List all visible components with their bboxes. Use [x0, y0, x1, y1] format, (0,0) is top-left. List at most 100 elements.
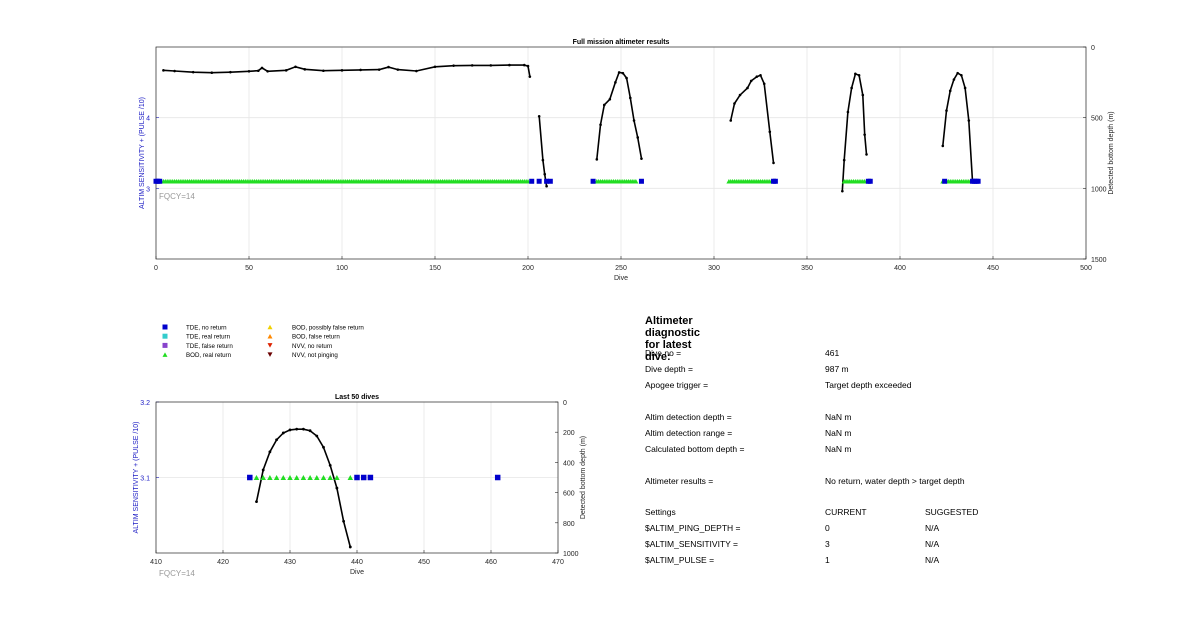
depth-point	[433, 65, 437, 69]
x-tick-label: 450	[418, 559, 430, 566]
y-tick-label: 3.1	[140, 476, 150, 483]
setting-suggested-sensitivity: N/A	[925, 539, 940, 549]
settings-header-suggested: SUGGESTED	[925, 507, 979, 517]
legend-label: BOD, possibly false return	[292, 324, 364, 331]
series-3	[729, 73, 775, 165]
depth-point	[315, 434, 319, 438]
setting-current-sensitivity: 3	[825, 539, 830, 549]
legend-marker	[162, 333, 168, 339]
depth-point	[255, 500, 258, 504]
x-tick-label: 150	[429, 265, 441, 272]
x-tick-label: 0	[154, 265, 158, 272]
series-2	[595, 71, 643, 161]
depth-point	[599, 123, 602, 127]
x-tick-label: 200	[522, 265, 534, 272]
diag-value-detection-depth: NaN m	[825, 412, 852, 422]
depth-point	[229, 70, 232, 74]
diagnostic-title: Altimeter diagnostic for latest dive:	[645, 315, 701, 363]
tde-no-return-marker	[360, 474, 367, 481]
depth-point	[772, 161, 775, 165]
depth-point	[629, 96, 632, 100]
tde-no-return-marker	[638, 178, 644, 184]
depth-point	[738, 93, 742, 97]
depth-point	[260, 66, 264, 70]
y-axis-label: ALTIM SENSITIVITY + (PULSE /10)	[139, 97, 146, 209]
depth-point	[322, 445, 325, 449]
depth-point	[302, 427, 305, 431]
depth-point	[865, 153, 868, 156]
depth-point	[729, 119, 733, 122]
diag-value-bottom-depth: NaN m	[825, 444, 852, 454]
depth-point	[967, 119, 971, 122]
series-1	[253, 475, 354, 480]
bod-real-return-marker	[293, 475, 300, 480]
depth-point	[415, 69, 418, 73]
fqcy-annotation: FQCY=14	[159, 192, 195, 201]
depth-point	[733, 102, 736, 105]
depth-point	[541, 158, 545, 162]
depth-point	[749, 79, 753, 83]
legend-label: NVV, not pinging	[292, 352, 338, 359]
tde-no-return-marker	[529, 178, 535, 184]
x-tick-label: 410	[150, 559, 162, 566]
depth-point	[854, 72, 857, 76]
legend-label: BOD, false return	[292, 334, 340, 341]
depth-point	[846, 110, 850, 114]
x-tick-label: 470	[552, 559, 564, 566]
depth-point	[387, 65, 390, 69]
y2-tick-label: 1000	[563, 551, 579, 558]
x-tick-label: 460	[485, 559, 497, 566]
depth-point	[595, 158, 599, 161]
fqcy-annotation: FQCY=14	[159, 569, 195, 578]
legend-marker	[267, 352, 273, 357]
depth-point	[335, 486, 339, 490]
depth-point	[266, 70, 269, 73]
y-tick-label: 4	[146, 116, 150, 123]
depth-point	[543, 172, 547, 176]
settings-header-current: CURRENT	[825, 507, 867, 517]
depth-point	[522, 63, 526, 67]
depth-point	[960, 73, 963, 77]
bod-real-return-marker	[280, 475, 287, 480]
depth-point	[608, 97, 612, 101]
x-axis-label: Dive	[614, 275, 628, 282]
setting-suggested-ping-depth: N/A	[925, 523, 940, 533]
depth-point	[526, 64, 530, 68]
depth-point	[617, 71, 621, 74]
depth-point	[191, 70, 195, 74]
diag-value-altimeter-results: No return, water depth > target depth	[825, 476, 965, 486]
setting-current-pulse: 1	[825, 555, 830, 565]
legend-label: TDE, false return	[186, 343, 233, 350]
depth-point	[636, 136, 640, 139]
bod-real-return-marker	[633, 179, 639, 184]
depth-point	[941, 144, 945, 148]
depth-point	[489, 64, 493, 67]
diag-label-detection-depth: Altim detection depth =	[645, 412, 732, 422]
depth-point	[396, 68, 400, 71]
tde-no-return-marker	[367, 474, 374, 481]
legend-marker	[162, 352, 168, 357]
bod-real-return-marker	[334, 475, 340, 480]
legend-marker	[162, 324, 168, 330]
depth-point	[268, 450, 272, 454]
legend-marker	[162, 342, 168, 348]
setting-current-ping-depth: 0	[825, 523, 830, 533]
legend-marker	[267, 333, 273, 339]
chart-title: Full mission altimeter results	[573, 39, 670, 46]
depth-point	[632, 119, 636, 122]
depth-point	[759, 73, 762, 77]
y2-tick-label: 800	[563, 521, 575, 528]
x-tick-label: 440	[351, 559, 363, 566]
depth-point	[528, 75, 532, 78]
depth-point	[861, 93, 865, 97]
x-axis-label: Dive	[350, 569, 364, 576]
diag-label-apogee-trigger: Apogee trigger =	[645, 380, 709, 390]
depth-point	[247, 70, 251, 73]
depth-point	[342, 519, 345, 523]
depth-point	[359, 68, 362, 72]
y2-axis-label: Detected bottom depth (m)	[1108, 111, 1115, 194]
y2-tick-label: 600	[563, 491, 575, 498]
depth-point	[470, 64, 474, 67]
depth-point	[545, 184, 548, 188]
diag-label-altimeter-results: Altimeter results =	[645, 476, 714, 486]
